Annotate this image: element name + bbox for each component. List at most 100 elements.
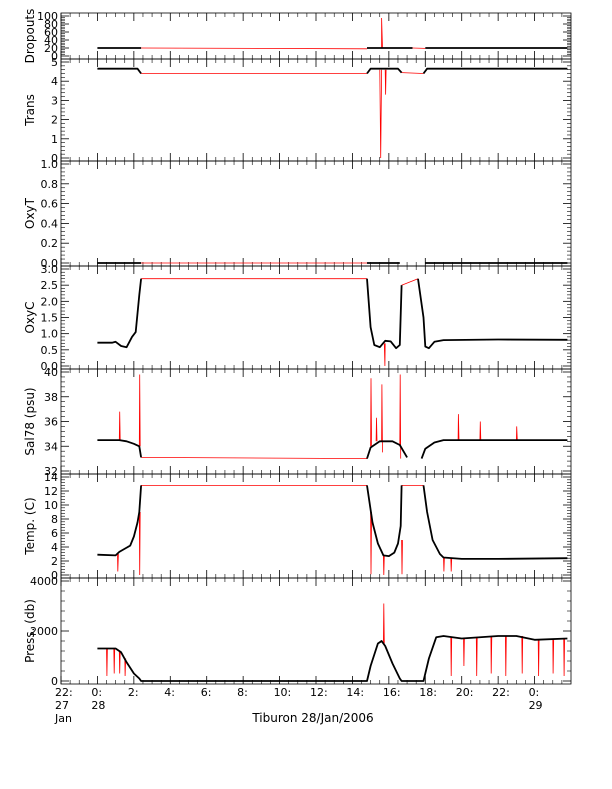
y-axis-label: Press. (db) [23, 599, 37, 663]
y-tick-label: 5 [51, 56, 58, 69]
x-tick-label: 10: [274, 686, 292, 699]
black-series-line [97, 69, 141, 74]
red-series-line [380, 70, 382, 158]
y-tick-label: 6 [51, 527, 58, 540]
panel-frame [61, 59, 571, 161]
red-series-line [444, 558, 445, 572]
red-series-line [522, 636, 523, 674]
y-tick-label: 2 [51, 114, 58, 127]
x-tick-label-line: 12: [310, 686, 328, 699]
x-tick-label-line: 20: [456, 686, 474, 699]
x-tick-label: 0:29 [529, 686, 543, 712]
x-tick-label: 16: [383, 686, 401, 699]
red-series-line [491, 636, 492, 674]
x-tick-label: 20: [456, 686, 474, 699]
red-series-line [538, 640, 539, 676]
x-tick-label-line: 29 [529, 699, 543, 712]
y-axis-label: Trans [23, 94, 37, 127]
red-series-line [564, 639, 565, 677]
black-series-line [424, 69, 568, 74]
black-series-line [367, 279, 402, 349]
red-series-line [480, 422, 481, 441]
x-tick-label: 2: [128, 686, 139, 699]
x-tick-label-line: 18: [419, 686, 437, 699]
red-series-line [402, 540, 403, 574]
y-tick-label: 1.0 [41, 158, 59, 171]
x-tick-label-line: 0: [529, 686, 540, 699]
black-series-line [97, 485, 141, 555]
red-series-line [107, 649, 108, 677]
red-series-line [382, 18, 383, 48]
x-tick-label-line: 22: [492, 686, 510, 699]
x-tick-label: 0:28 [91, 686, 105, 712]
x-tick-label: 8: [237, 686, 248, 699]
y-tick-label: 1.5 [41, 312, 59, 325]
x-tick-label: 4: [164, 686, 175, 699]
red-series-line [384, 343, 385, 366]
y-tick-label: 36 [44, 416, 58, 429]
x-tick-label-line: 8: [237, 686, 248, 699]
red-series-line [385, 70, 386, 95]
y-tick-label: 12 [44, 485, 58, 498]
y-tick-label: 14 [44, 471, 58, 484]
red-series-line [476, 637, 477, 676]
y-axis-label: Dropouts [23, 9, 37, 64]
x-tick-label-line: 10: [274, 686, 292, 699]
black-series-line [97, 279, 141, 348]
black-series-line [418, 279, 567, 349]
y-axis-label: Sal78 (psu) [23, 387, 37, 455]
y-tick-label: 0.6 [41, 198, 59, 211]
panel-frame [61, 161, 571, 266]
red-series-line [119, 651, 120, 674]
y-tick-label: 3 [51, 94, 58, 107]
red-series-line [376, 418, 377, 442]
x-tick-label: 18: [419, 686, 437, 699]
x-tick-label: 6: [201, 686, 212, 699]
red-series-line [516, 426, 517, 440]
y-tick-label: 0.2 [41, 237, 59, 250]
red-series-line [118, 554, 119, 572]
y-tick-label: 40 [44, 366, 58, 379]
red-series-line [402, 279, 418, 286]
x-tick-label-line: 6: [201, 686, 212, 699]
y-tick-label: 1.0 [41, 328, 59, 341]
red-series-line [139, 375, 140, 447]
panel-frame [61, 578, 571, 684]
y-tick-label: 8 [51, 513, 58, 526]
y-axis-label: Temp. (C) [23, 497, 37, 555]
red-series-line [141, 48, 367, 49]
y-tick-label: 38 [44, 391, 58, 404]
red-series-line [139, 512, 140, 575]
red-series-line [141, 457, 367, 458]
y-tick-label: 2.0 [41, 295, 59, 308]
y-tick-label: 34 [44, 440, 58, 453]
black-series-line [424, 485, 568, 559]
x-tick-label-line: 28 [91, 699, 105, 712]
black-series-line [367, 69, 402, 74]
red-series-line [114, 649, 115, 674]
black-series-line [422, 440, 568, 459]
red-series-line [458, 414, 459, 440]
y-tick-label: 2 [51, 555, 58, 568]
y-tick-label: 100 [37, 10, 58, 23]
black-series-line [97, 440, 141, 457]
y-tick-label: 3.0 [41, 263, 59, 276]
black-series-line [367, 485, 402, 556]
red-series-line [383, 555, 384, 575]
x-tick-label-line: 0: [91, 686, 102, 699]
x-tick-label-line: 2: [128, 686, 139, 699]
x-tick-label-line: 4: [164, 686, 175, 699]
red-series-line [402, 73, 424, 74]
x-tick-label: 14: [346, 686, 364, 699]
black-series-line [97, 636, 567, 681]
red-series-line [451, 558, 452, 571]
y-tick-label: 2.5 [41, 279, 59, 292]
red-series-line [371, 378, 372, 446]
